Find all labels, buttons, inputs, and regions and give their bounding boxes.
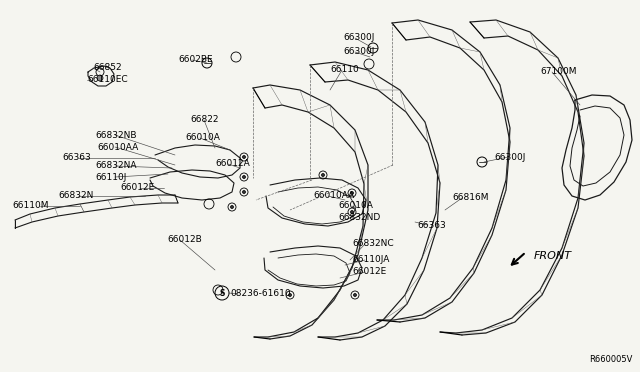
Text: 66822: 66822 <box>190 115 218 125</box>
Text: S: S <box>220 289 225 298</box>
Circle shape <box>353 294 356 296</box>
Text: 66012B: 66012B <box>167 235 202 244</box>
Text: 66832ND: 66832ND <box>338 212 380 221</box>
Text: 66816M: 66816M <box>452 193 488 202</box>
Text: 66110M: 66110M <box>12 202 49 211</box>
Text: 66300J: 66300J <box>494 153 525 161</box>
Circle shape <box>243 155 246 158</box>
Text: 66110: 66110 <box>330 65 359 74</box>
Circle shape <box>321 173 324 176</box>
Circle shape <box>351 192 353 195</box>
Text: 66363: 66363 <box>417 221 445 230</box>
Circle shape <box>97 75 103 81</box>
Text: 66832NC: 66832NC <box>352 240 394 248</box>
Circle shape <box>243 176 246 179</box>
Text: 08236-61610: 08236-61610 <box>230 289 291 298</box>
Text: R660005V: R660005V <box>589 355 632 364</box>
Text: 66832NB: 66832NB <box>95 131 136 140</box>
Text: 66012E: 66012E <box>120 183 154 192</box>
Circle shape <box>230 205 234 208</box>
Text: 66300J: 66300J <box>343 33 374 42</box>
Circle shape <box>351 211 353 214</box>
Text: 66110JA: 66110JA <box>352 256 389 264</box>
Text: 66110EC: 66110EC <box>87 76 127 84</box>
Text: 66363: 66363 <box>62 154 91 163</box>
Text: 66110J: 66110J <box>95 173 126 182</box>
Text: 66832NA: 66832NA <box>95 161 136 170</box>
Text: 66010AA: 66010AA <box>313 192 355 201</box>
Text: 66300J: 66300J <box>343 48 374 57</box>
Text: 66010A: 66010A <box>185 134 220 142</box>
Text: 66852: 66852 <box>93 64 122 73</box>
Circle shape <box>289 294 291 296</box>
Circle shape <box>243 190 246 193</box>
Text: 66012A: 66012A <box>215 160 250 169</box>
Text: FRONT: FRONT <box>534 251 572 261</box>
Text: 6602BE: 6602BE <box>178 55 212 64</box>
Text: 66832N: 66832N <box>58 192 93 201</box>
Text: 66012E: 66012E <box>352 267 387 276</box>
Text: 66010AA: 66010AA <box>97 142 138 151</box>
Text: 66010A: 66010A <box>338 202 373 211</box>
Text: 67100M: 67100M <box>540 67 577 77</box>
